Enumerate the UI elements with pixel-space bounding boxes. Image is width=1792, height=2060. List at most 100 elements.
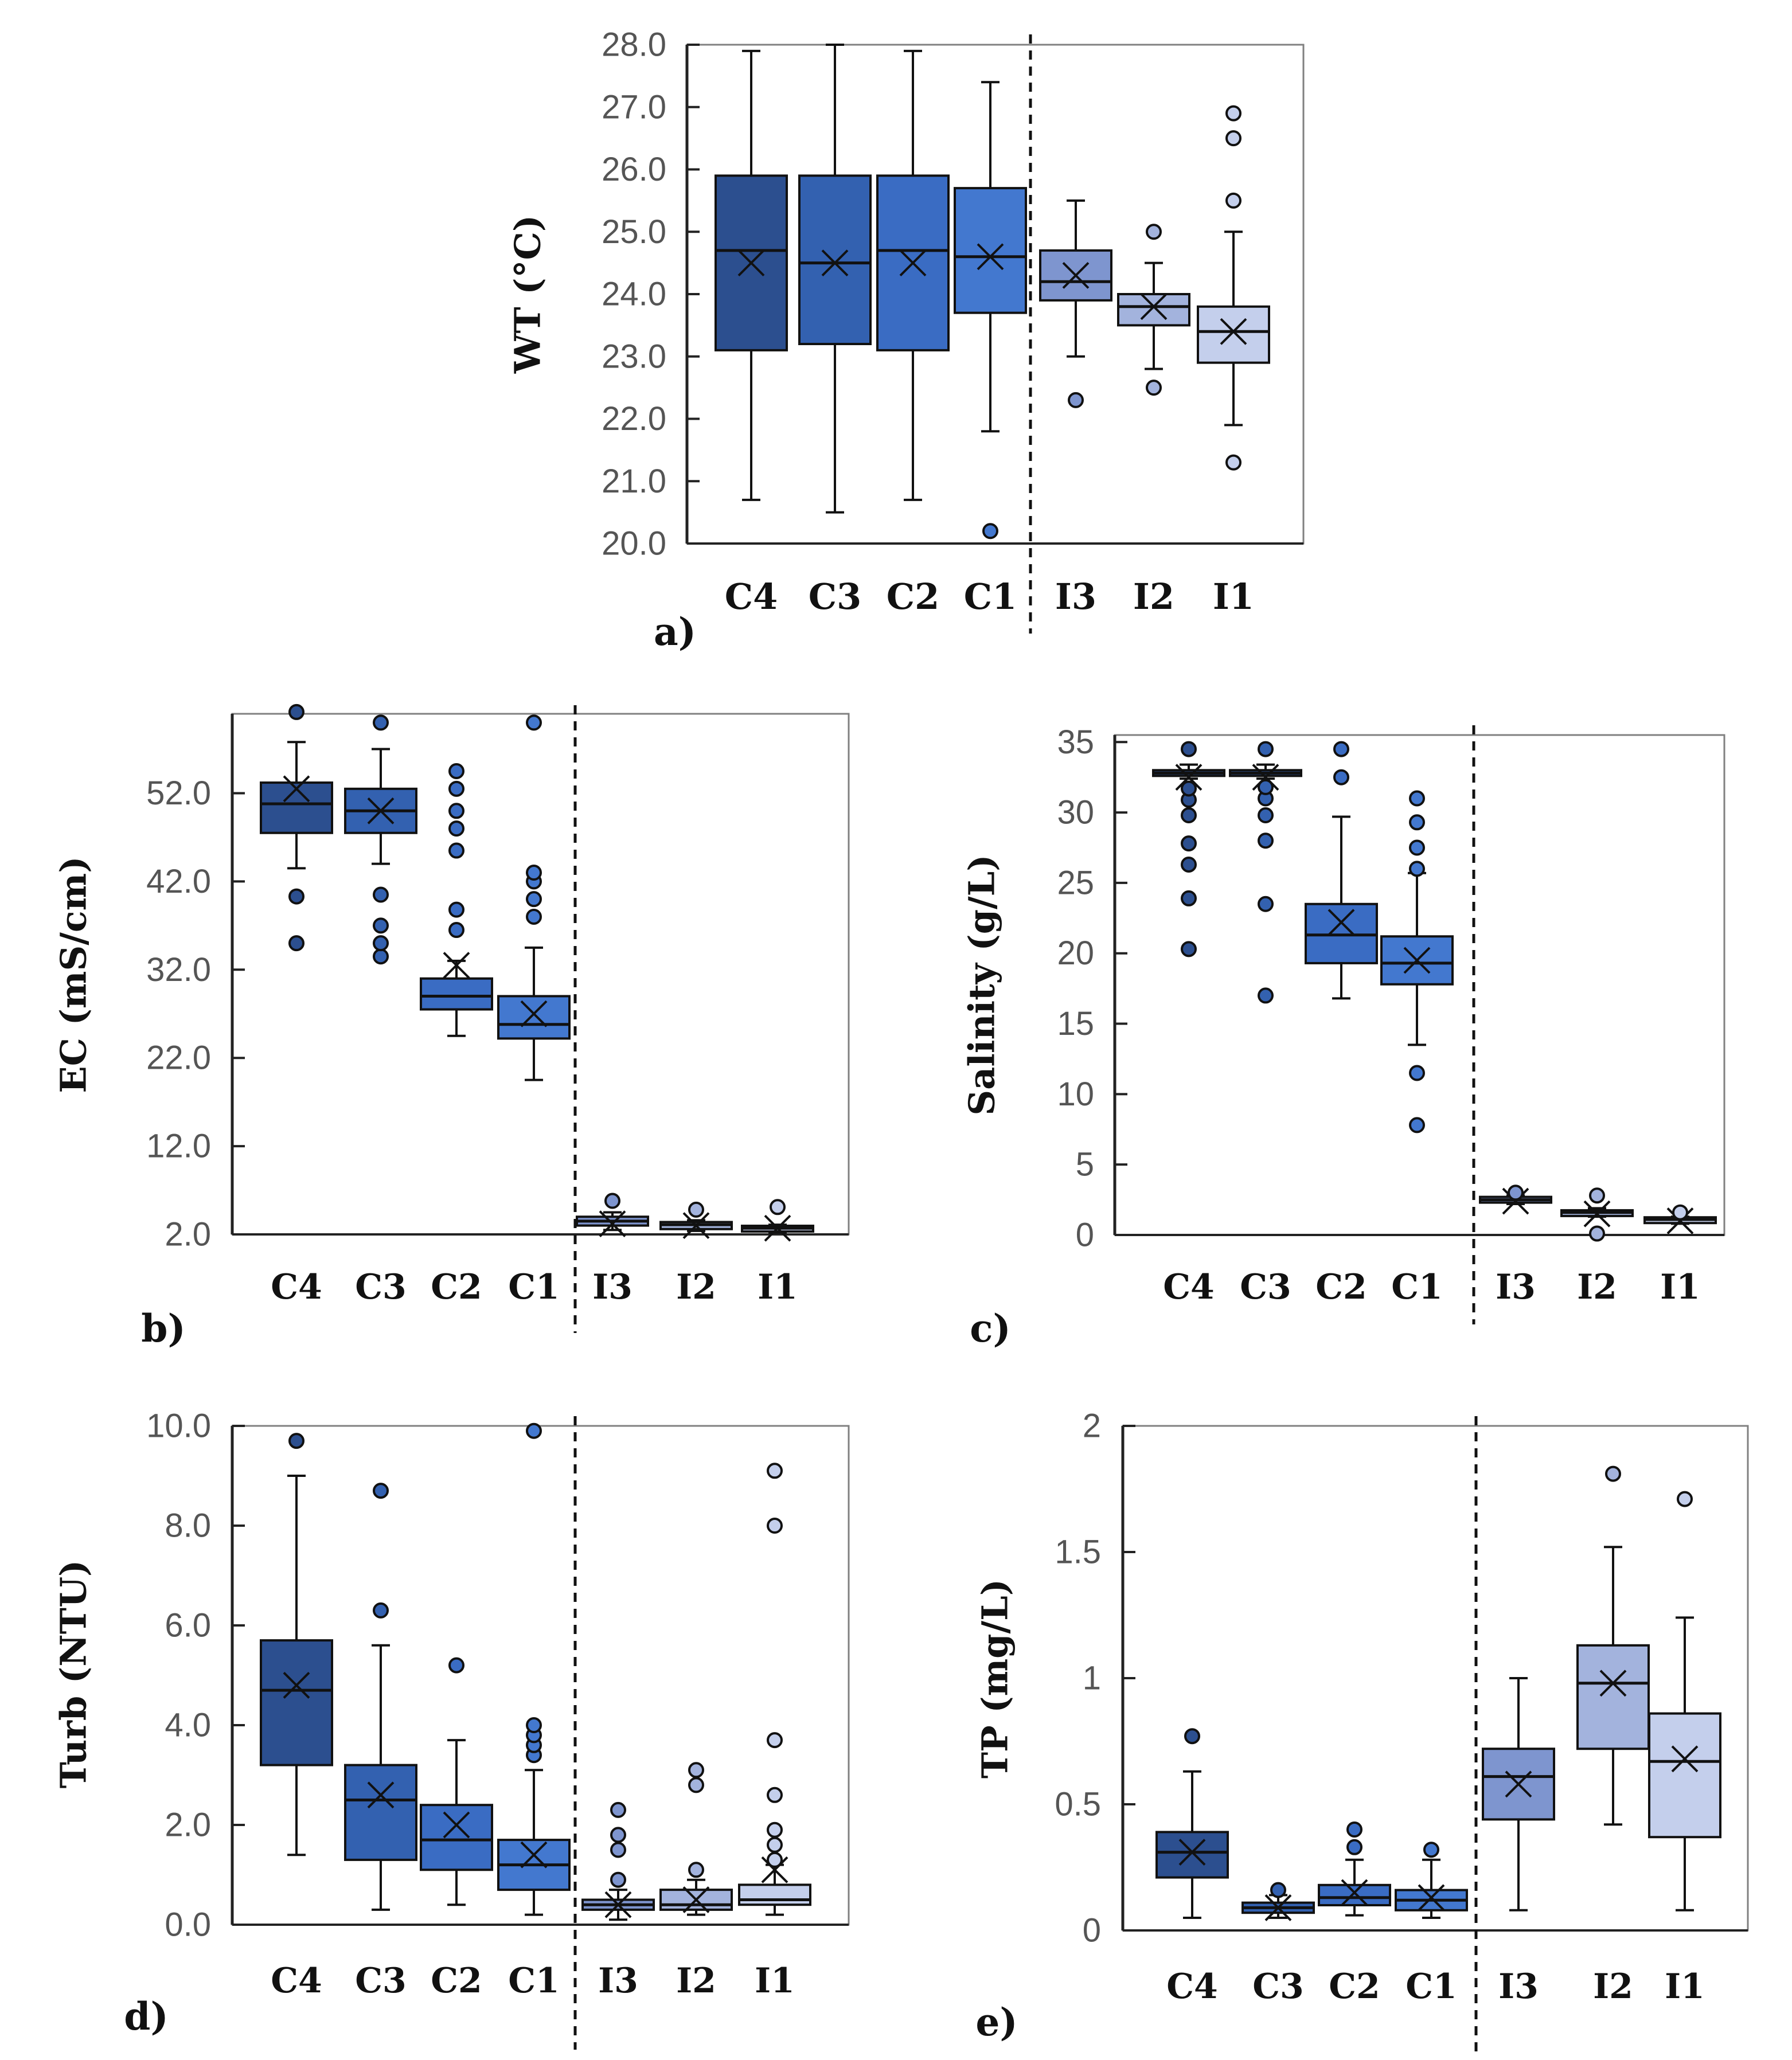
x-tick-label: C3 <box>355 1267 407 1307</box>
box-iqr <box>798 174 872 345</box>
mean-marker <box>443 952 470 979</box>
box-c2 <box>420 763 493 1037</box>
outlier-point <box>1409 839 1425 856</box>
box-iqr <box>1576 1644 1650 1750</box>
y-tick-label: 2.0 <box>165 1216 211 1253</box>
box-c3 <box>344 1483 417 1911</box>
x-tick-label: C2 <box>431 1267 482 1307</box>
box-i3 <box>576 1193 649 1237</box>
x-tick-label: C1 <box>1406 1967 1457 2007</box>
outlier-point <box>448 803 464 819</box>
outlier-point <box>373 948 389 965</box>
box-iqr <box>1197 305 1270 364</box>
mean-marker <box>821 249 849 277</box>
mean-marker <box>1062 261 1090 289</box>
x-tick-label: I1 <box>1660 1267 1700 1307</box>
panel-b-ec: 2.0 12.0 22.0 32.0 42.0 52.0 EC (mS/cm) C4 C3 C2 C… <box>53 703 850 1351</box>
box-iqr <box>1648 1712 1721 1839</box>
outlier-point <box>1605 1465 1621 1482</box>
outlier-point <box>373 714 389 731</box>
box-i2 <box>659 1762 733 1916</box>
panel-d-turbidity: 0.0 2.0 4.0 6.0 8.0 10.0 Turb (NTU) C4 C3 C2 C1 I3 I… <box>53 1408 850 2050</box>
outlier-point <box>288 703 304 720</box>
y-axis-label: Salinity (g/L) <box>961 854 1003 1115</box>
y-tick-label: 5 <box>1076 1146 1094 1183</box>
mean-marker <box>443 1811 470 1839</box>
x-tick-label: I2 <box>676 1267 716 1307</box>
y-tick-label: 25 <box>1057 864 1094 901</box>
mean-marker <box>367 797 395 824</box>
x-tick-label: I2 <box>1593 1967 1633 2007</box>
mean-marker <box>764 1214 791 1242</box>
x-tick-label: C1 <box>508 1267 560 1307</box>
mean-marker <box>283 775 310 803</box>
outlier-point <box>1333 769 1349 785</box>
outlier-point <box>1184 1728 1200 1745</box>
mean-marker <box>604 1891 632 1918</box>
outlier-point <box>610 1871 626 1888</box>
mean-marker <box>682 1886 710 1913</box>
outlier-point <box>448 1657 464 1674</box>
x-tick-label: I1 <box>1213 576 1254 617</box>
outlier-point <box>1589 1225 1605 1242</box>
box-iqr <box>260 1639 333 1766</box>
y-tick-label: 35 <box>1057 724 1094 761</box>
outlier-point <box>448 763 464 780</box>
y-tick-label: 8.0 <box>165 1507 211 1545</box>
box-i1 <box>1197 105 1270 471</box>
outlier-point <box>526 1422 542 1439</box>
y-tick-label: 30 <box>1057 794 1094 831</box>
mean-marker <box>737 249 765 277</box>
outlier-point <box>688 1862 704 1878</box>
box-iqr <box>420 1804 493 1871</box>
box-iqr <box>344 1764 417 1861</box>
outlier-point <box>448 842 464 859</box>
mean-marker <box>520 1000 548 1027</box>
x-tick-label: I3 <box>592 1267 633 1307</box>
box-i1 <box>738 1463 811 1916</box>
outlier-point <box>688 1201 704 1218</box>
mean-marker <box>1328 909 1355 936</box>
box-c2 <box>876 49 950 501</box>
y-axis-label: EC (mS/cm) <box>53 856 95 1093</box>
panel-label: b) <box>141 1306 185 1351</box>
mean-marker <box>1671 1745 1699 1773</box>
outlier-point <box>448 922 464 939</box>
mean-marker <box>899 249 927 277</box>
box-c2 <box>420 1657 493 1906</box>
mean-marker <box>1178 1839 1206 1866</box>
y-tick-label: 32.0 <box>146 951 211 988</box>
mean-marker <box>1403 947 1431 974</box>
y-tick-label: 28.0 <box>602 26 666 64</box>
y-axis-label: Turb (NTU) <box>53 1560 95 1789</box>
y-tick-label: 23.0 <box>602 338 666 375</box>
outlier-point <box>604 1193 620 1209</box>
box-c3 <box>798 44 872 514</box>
x-tick-label: I1 <box>755 1961 795 2001</box>
y-tick-label: 4.0 <box>165 1707 211 1744</box>
outlier-point <box>767 1732 783 1749</box>
y-tick-label: 52.0 <box>146 775 211 812</box>
box-c4 <box>715 49 788 501</box>
outlier-point <box>1672 1204 1688 1221</box>
outlier-point <box>288 1433 304 1449</box>
mean-marker <box>1502 1187 1529 1215</box>
mean-marker <box>599 1210 626 1237</box>
box-c4 <box>260 1433 333 1856</box>
y-tick-label: 6.0 <box>165 1607 211 1644</box>
outlier-point <box>1181 780 1197 797</box>
box-c2 <box>1305 741 1378 1000</box>
outlier-point <box>1181 741 1197 757</box>
x-tick-label: C3 <box>809 576 862 617</box>
x-tick-label: I1 <box>758 1267 798 1307</box>
outlier-point <box>767 1851 783 1868</box>
x-tick-label: C4 <box>1166 1967 1218 2007</box>
x-tick-label: C4 <box>725 576 778 617</box>
x-tick-label: I2 <box>1133 576 1174 617</box>
mean-marker <box>682 1212 710 1240</box>
outlier-point <box>1258 832 1274 849</box>
x-tick-label: I3 <box>598 1961 638 2001</box>
outlier-point <box>1409 1117 1425 1133</box>
mean-marker <box>1418 1884 1445 1912</box>
outlier-point <box>526 891 542 908</box>
